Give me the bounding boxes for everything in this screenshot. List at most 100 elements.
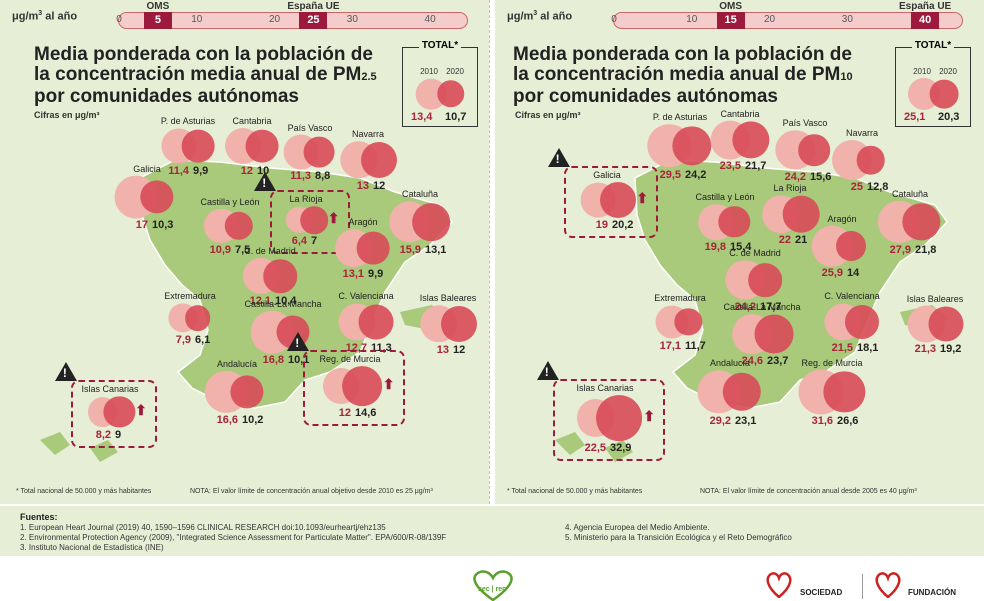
value-2010: 7,9 bbox=[175, 333, 191, 346]
total-value-2020: 10,7 bbox=[445, 111, 467, 123]
increase-arrow-icon: ⬆ bbox=[382, 376, 395, 392]
value-2020: 9,9 bbox=[368, 267, 384, 280]
total-value-2010: 25,1 bbox=[904, 111, 926, 123]
warning-icon bbox=[536, 361, 559, 381]
source-item: 4. Agencia Europea del Medio Ambiente. bbox=[565, 523, 710, 532]
region-name: Cantabria bbox=[232, 115, 272, 126]
region-name: Cataluña bbox=[891, 188, 929, 199]
region-name: Galicia bbox=[133, 163, 161, 174]
value-2020: 13,1 bbox=[425, 243, 447, 256]
pm25-title: Media ponderada con la población de la c… bbox=[34, 44, 377, 107]
scale-tick-label: 40 bbox=[424, 14, 436, 25]
value-2020: 23,7 bbox=[767, 354, 789, 367]
value-2010: 23,5 bbox=[719, 160, 741, 173]
region-name: Reg. de Murcia bbox=[319, 354, 381, 365]
bubble-2020 bbox=[836, 231, 866, 261]
value-2010: 13,1 bbox=[342, 267, 364, 280]
value-2020: 26,6 bbox=[837, 415, 859, 428]
region-name: Andalucía bbox=[709, 358, 751, 369]
increase-arrow-icon: ⬆ bbox=[643, 408, 656, 424]
sec-heart-logo bbox=[473, 570, 513, 601]
value-2010: 19,8 bbox=[704, 240, 726, 253]
value-2010: 31,6 bbox=[811, 415, 833, 428]
region-name: P. de Asturias bbox=[652, 112, 708, 123]
scale-tick-label: 0 bbox=[611, 14, 617, 25]
value-2010: 24,6 bbox=[741, 354, 763, 367]
bubble-2020 bbox=[754, 314, 794, 354]
scale-tick-label: 20 bbox=[268, 14, 281, 25]
region-name: Aragón bbox=[827, 213, 857, 224]
total-bubble-2020 bbox=[929, 79, 959, 109]
footnote-total: * Total nacional de 50.000 y más habitan… bbox=[16, 488, 152, 495]
value-2020: 6,1 bbox=[195, 333, 211, 346]
value-2010: 8,2 bbox=[95, 428, 111, 441]
value-2020: 14 bbox=[847, 267, 860, 280]
region-name: Islas Canarias bbox=[81, 384, 139, 395]
value-2020: 15,4 bbox=[730, 240, 752, 253]
fundacion-logo-text: FUNDACIÓN bbox=[908, 588, 956, 597]
total-bubble-2020 bbox=[437, 80, 465, 108]
value-2010: 17 bbox=[135, 219, 148, 232]
region-name: Galicia bbox=[593, 170, 621, 181]
pm25-panel: μg/m3 al año 0 10 20 30 40 5 OMS 25 España UE Me… bbox=[0, 0, 489, 504]
region-name: La Rioja bbox=[289, 194, 323, 205]
value-2010: 25,9 bbox=[821, 267, 843, 280]
scale-marker: 40 bbox=[911, 12, 940, 29]
value-2010: 29,5 bbox=[659, 168, 681, 181]
scale-unit-label: μg/m3 al año bbox=[507, 10, 573, 23]
sociedad-logo-text: SOCIEDAD bbox=[800, 588, 843, 597]
source-item: 2. Environmental Protection Agency (2009… bbox=[20, 533, 447, 542]
value-2010: 16,8 bbox=[262, 354, 284, 367]
warning-icon bbox=[254, 172, 277, 192]
region-name: Navarra bbox=[351, 129, 385, 140]
value-2010: 6,4 bbox=[291, 234, 307, 247]
value-2020: 7,5 bbox=[235, 244, 251, 257]
value-2020: 14,6 bbox=[355, 406, 377, 419]
region-name: Andalucía bbox=[216, 358, 258, 369]
region-name: Reg. de Murcia bbox=[801, 357, 863, 368]
pm10-panel: μg/m3 al año 0 10 20 30 15 OMS 40 España UE Med… bbox=[495, 0, 984, 504]
sources-section: Fuentes: 1. European Heart Journal (2019… bbox=[0, 504, 984, 556]
region-name: Castilla y León bbox=[200, 196, 260, 207]
scale-marker-name: OMS bbox=[719, 1, 743, 12]
sources-title: Fuentes: bbox=[20, 512, 58, 522]
value-2020: 17,7 bbox=[760, 300, 782, 313]
region-name: Aragón bbox=[348, 217, 378, 228]
increase-arrow-icon: ⬆ bbox=[636, 190, 649, 206]
value-2020: 21 bbox=[795, 233, 808, 246]
scale-tick-label: 0 bbox=[116, 14, 122, 25]
value-2010: 12 bbox=[240, 165, 253, 177]
region-name: Castilla-La Mancha bbox=[244, 298, 322, 309]
bubble-2020 bbox=[718, 206, 751, 238]
bubble-2020 bbox=[440, 305, 477, 343]
scale-tick-label: 30 bbox=[841, 14, 853, 25]
value-2010: 22 bbox=[778, 233, 791, 246]
highlight-box bbox=[303, 350, 405, 426]
pm10-title: Media ponderada con la población de la c… bbox=[513, 44, 853, 107]
scale-marker-name: OMS bbox=[146, 1, 170, 12]
region-name: Extremadura bbox=[654, 293, 706, 304]
value-2020: 21,7 bbox=[745, 160, 767, 173]
bubble-2020 bbox=[303, 136, 335, 168]
increase-arrow-icon: ⬆ bbox=[135, 402, 147, 418]
highlight-box bbox=[270, 190, 350, 254]
bubble-2020 bbox=[722, 372, 761, 412]
value-2010: 24,2 bbox=[784, 170, 806, 183]
panel-divider bbox=[489, 0, 495, 504]
logo-separator bbox=[862, 574, 863, 599]
bubble-2020 bbox=[356, 231, 390, 265]
region-name: Islas Baleares bbox=[906, 293, 964, 304]
value-2010: 27,9 bbox=[889, 244, 911, 257]
value-2020: 32,9 bbox=[610, 441, 632, 454]
region-name: Extremadura bbox=[164, 291, 216, 302]
bubble-2020 bbox=[359, 304, 394, 340]
footnote-total: * Total nacional de 50.000 y más habitan… bbox=[507, 488, 643, 495]
value-2020: 21,8 bbox=[915, 244, 937, 257]
value-2020: 18,1 bbox=[857, 341, 879, 354]
bubble-2020 bbox=[902, 203, 940, 241]
scale-marker-name: España UE bbox=[287, 1, 340, 12]
bubble-2020 bbox=[927, 306, 964, 342]
bubble-2020 bbox=[181, 129, 215, 163]
bubble-2020 bbox=[184, 305, 211, 331]
value-2020: 23,1 bbox=[735, 414, 757, 427]
